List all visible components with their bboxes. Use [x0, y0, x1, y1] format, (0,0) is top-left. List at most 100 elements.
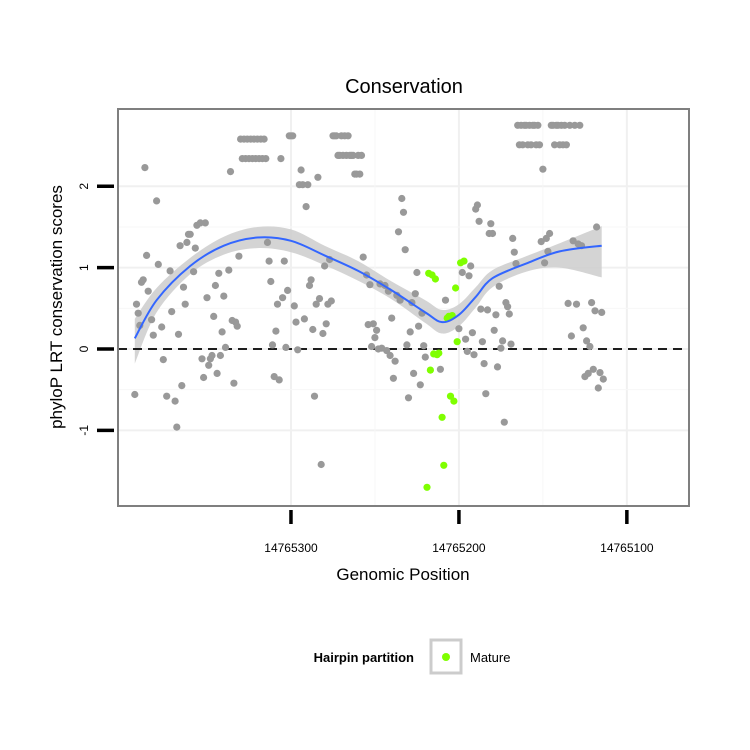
point-other-184	[490, 326, 498, 334]
point-other-82	[284, 286, 292, 294]
point-other-24	[181, 300, 189, 308]
point-other-12	[154, 260, 162, 268]
point-other-146	[394, 228, 403, 236]
point-other-70	[263, 238, 272, 246]
legend: Hairpin partition Mature	[314, 638, 510, 675]
x-tick-label-1: 14765200	[432, 541, 486, 555]
point-other-25	[183, 238, 191, 246]
point-other-96	[307, 276, 315, 284]
point-other-42	[215, 269, 223, 277]
point-other-241	[586, 342, 594, 351]
point-other-229	[566, 121, 574, 129]
point-other-141	[386, 351, 394, 360]
point-other-32	[198, 355, 206, 363]
point-mature-2	[431, 275, 439, 283]
point-other-177	[478, 338, 486, 346]
point-other-245	[593, 223, 601, 231]
point-other-118	[344, 132, 352, 140]
point-other-166	[458, 268, 466, 277]
point-mature-5	[433, 351, 441, 359]
point-other-35	[203, 294, 211, 302]
point-other-240	[584, 369, 592, 377]
point-other-11	[153, 197, 161, 205]
point-other-167	[462, 335, 470, 343]
point-other-162	[421, 353, 429, 361]
point-other-6	[141, 164, 149, 172]
y-tick-label-0: -1	[77, 425, 91, 436]
point-other-52	[233, 322, 241, 330]
point-other-33	[200, 373, 208, 382]
point-other-20	[174, 330, 183, 338]
point-other-214	[541, 259, 549, 267]
point-other-39	[210, 312, 218, 320]
point-other-247	[596, 369, 604, 377]
point-other-13	[158, 323, 166, 331]
point-other-248	[598, 308, 606, 316]
point-other-147	[396, 296, 404, 304]
point-other-176	[477, 305, 485, 313]
point-other-45	[220, 292, 228, 300]
point-other-185	[492, 311, 500, 319]
point-other-44	[218, 328, 226, 336]
point-mature-15	[450, 397, 458, 405]
point-other-5	[139, 276, 147, 284]
point-other-226	[561, 121, 569, 129]
point-other-172	[470, 351, 478, 359]
point-other-163	[436, 365, 444, 373]
point-other-157	[413, 268, 421, 277]
point-other-86	[290, 302, 298, 310]
point-other-97	[309, 325, 317, 334]
point-other-80	[280, 257, 288, 265]
point-other-68	[260, 135, 268, 143]
point-other-8	[144, 287, 152, 295]
point-other-233	[572, 300, 581, 308]
point-other-17	[168, 308, 176, 316]
point-other-239	[583, 337, 591, 345]
point-other-134	[373, 326, 381, 334]
smooth-line	[133, 236, 602, 339]
y-axis: -1 0 1 2	[77, 183, 114, 436]
point-other-78	[277, 155, 285, 163]
point-other-232	[571, 121, 579, 129]
point-other-242	[588, 299, 596, 307]
point-other-156	[411, 290, 419, 298]
point-other-142	[388, 314, 396, 322]
point-other-22	[178, 382, 186, 390]
point-other-132	[369, 320, 377, 328]
y-tick-label-2: 1	[77, 264, 91, 271]
point-other-197	[512, 260, 520, 268]
point-other-187	[495, 282, 503, 290]
point-other-69	[262, 155, 270, 163]
point-other-230	[567, 332, 576, 340]
point-other-169	[465, 272, 473, 280]
point-other-150	[401, 246, 409, 254]
point-other-102	[317, 460, 325, 469]
point-other-0	[131, 390, 139, 399]
point-mature-13	[452, 284, 460, 292]
point-other-211	[535, 141, 544, 149]
point-other-91	[299, 181, 307, 189]
point-other-178	[480, 360, 488, 368]
point-other-195	[509, 234, 517, 242]
point-other-104	[321, 262, 329, 270]
point-other-244	[591, 307, 599, 315]
y-axis-title: phyloP LRT conservation scores	[47, 185, 66, 429]
point-other-125	[356, 170, 364, 178]
point-other-108	[327, 297, 335, 305]
point-other-18	[171, 397, 179, 405]
point-other-159	[416, 381, 424, 389]
point-other-179	[482, 390, 490, 398]
legend-key-mature	[442, 653, 450, 661]
point-other-183	[488, 229, 497, 238]
point-other-81	[282, 343, 290, 351]
point-other-126	[357, 151, 366, 159]
point-other-16	[166, 267, 174, 275]
point-other-186	[493, 363, 502, 371]
point-other-165	[455, 325, 463, 333]
point-other-216	[544, 247, 552, 255]
point-other-152	[404, 394, 413, 402]
point-other-40	[211, 281, 219, 290]
point-other-193	[505, 310, 513, 318]
point-other-210	[534, 121, 542, 129]
